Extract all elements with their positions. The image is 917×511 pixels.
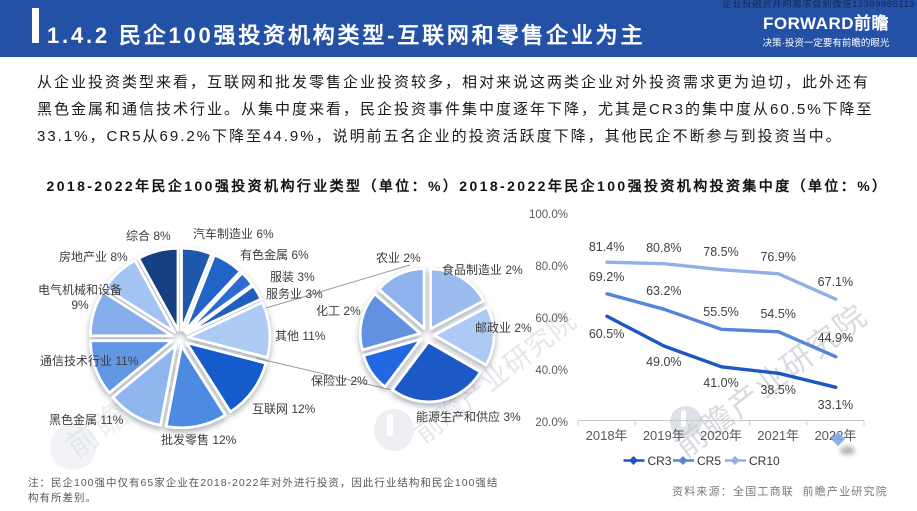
svg-text:67.1%: 67.1% bbox=[818, 275, 853, 289]
svg-text:49.0%: 49.0% bbox=[646, 355, 681, 369]
svg-text:2018年: 2018年 bbox=[586, 428, 628, 443]
svg-text:78.5%: 78.5% bbox=[703, 245, 738, 259]
svg-text:33.1%: 33.1% bbox=[818, 398, 853, 412]
svg-text:2020年: 2020年 bbox=[700, 428, 742, 443]
svg-text:44.9%: 44.9% bbox=[818, 331, 853, 345]
svg-text:CR10: CR10 bbox=[749, 454, 780, 468]
svg-text:CR3: CR3 bbox=[648, 454, 672, 468]
svg-text:60.5%: 60.5% bbox=[589, 327, 624, 341]
svg-text:100.0%: 100.0% bbox=[529, 209, 568, 221]
svg-text:54.5%: 54.5% bbox=[760, 307, 795, 321]
svg-text:60.0%: 60.0% bbox=[535, 313, 568, 325]
svg-text:80.8%: 80.8% bbox=[646, 241, 681, 255]
svg-text:41.0%: 41.0% bbox=[703, 376, 738, 390]
svg-text:40.0%: 40.0% bbox=[535, 365, 568, 377]
svg-text:69.2%: 69.2% bbox=[589, 270, 624, 284]
svg-text:CR5: CR5 bbox=[697, 454, 721, 468]
svg-text:63.2%: 63.2% bbox=[646, 284, 681, 298]
svg-text:76.9%: 76.9% bbox=[760, 250, 795, 264]
svg-text:38.5%: 38.5% bbox=[760, 383, 795, 397]
svg-text:2019年: 2019年 bbox=[643, 428, 685, 443]
svg-text:81.4%: 81.4% bbox=[589, 240, 624, 254]
svg-text:55.5%: 55.5% bbox=[703, 305, 738, 319]
svg-text:20.0%: 20.0% bbox=[535, 417, 568, 429]
svg-text:2021年: 2021年 bbox=[757, 428, 799, 443]
svg-text:80.0%: 80.0% bbox=[535, 261, 568, 273]
